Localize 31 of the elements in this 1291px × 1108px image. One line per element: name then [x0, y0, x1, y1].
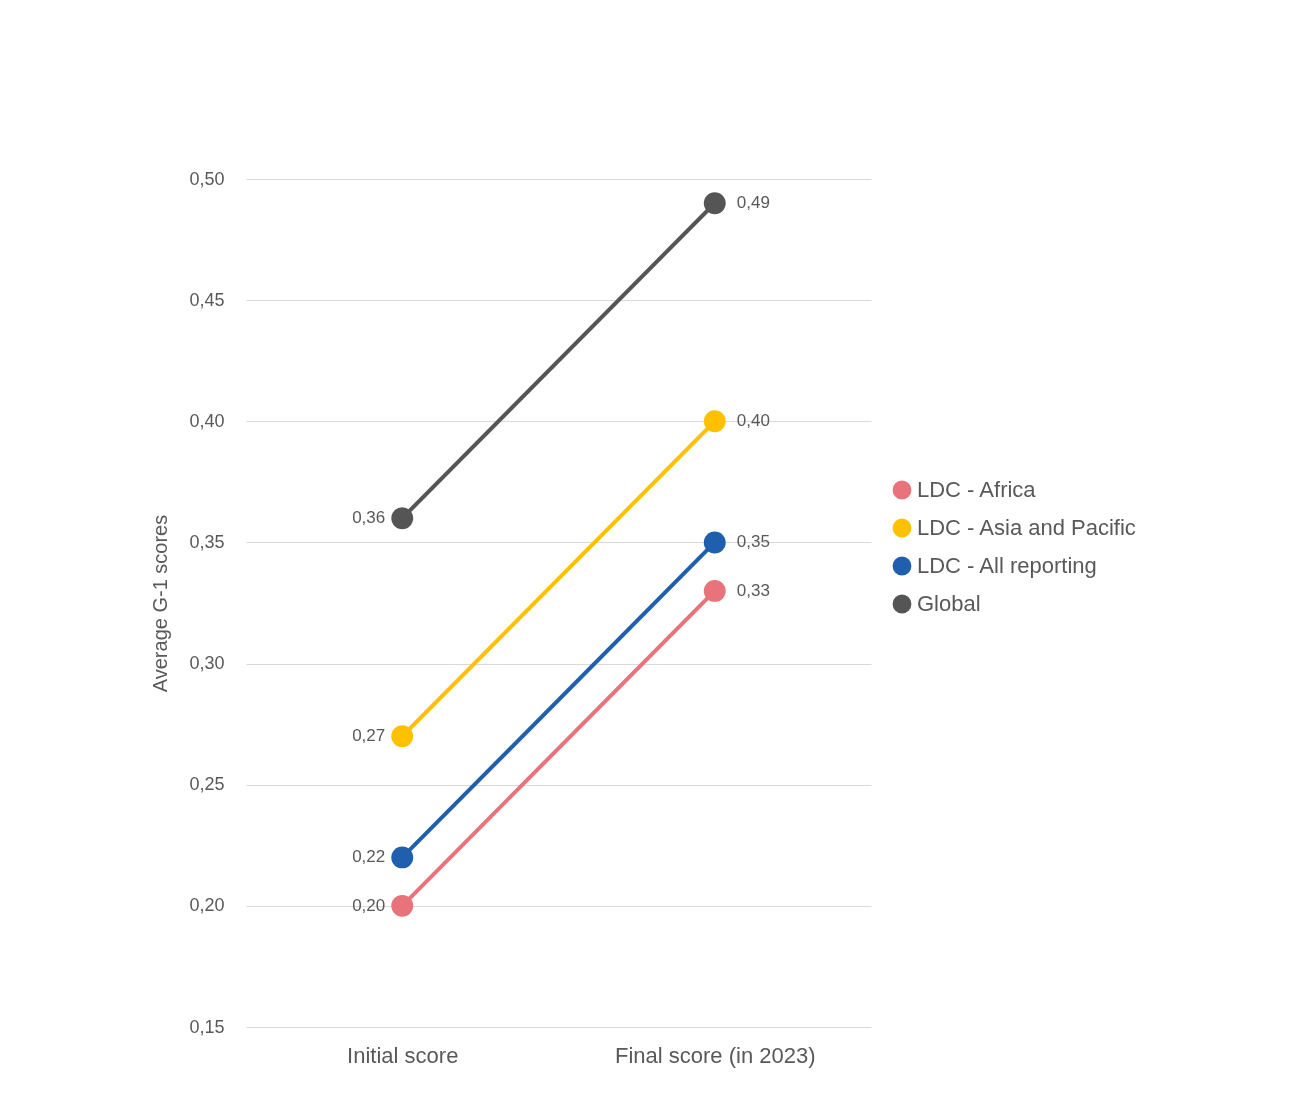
point [391, 725, 414, 748]
data-label: 0,35 [736, 532, 770, 552]
point [391, 846, 414, 869]
data-label: 0,40 [736, 411, 770, 431]
data-label: 0,20 [352, 895, 386, 915]
x-tick-label: Initial score [347, 1042, 459, 1068]
data-label: 0,36 [352, 508, 386, 528]
y-tick-label: 0,15 [189, 1016, 225, 1037]
legend-label: LDC - Asia and Pacific [917, 515, 1136, 540]
point [703, 579, 726, 602]
data-label: 0,22 [352, 847, 386, 867]
x-tick-label: Final score (in 2023) [614, 1042, 816, 1068]
data-label: 0,33 [736, 580, 770, 600]
y-tick-label: 0,20 [189, 895, 225, 916]
y-tick-label: 0,30 [189, 653, 225, 674]
y-tick-label: 0,50 [189, 168, 225, 189]
y-axis-title: Average G-1 scores [149, 514, 172, 693]
y-tick-label: 0,45 [189, 289, 225, 310]
data-label: 0,49 [736, 193, 770, 213]
point [703, 410, 726, 433]
point [391, 507, 414, 530]
point [703, 531, 726, 554]
y-tick-label: 0,35 [189, 531, 225, 552]
data-label: 0,27 [352, 726, 386, 746]
y-tick-label: 0,40 [189, 410, 225, 431]
legend-label: Global [917, 591, 981, 616]
legend-label: LDC - All reporting [917, 553, 1097, 578]
point [703, 192, 726, 215]
point [391, 894, 414, 917]
legend-label: LDC - Africa [917, 477, 1037, 502]
y-tick-label: 0,25 [189, 774, 225, 795]
